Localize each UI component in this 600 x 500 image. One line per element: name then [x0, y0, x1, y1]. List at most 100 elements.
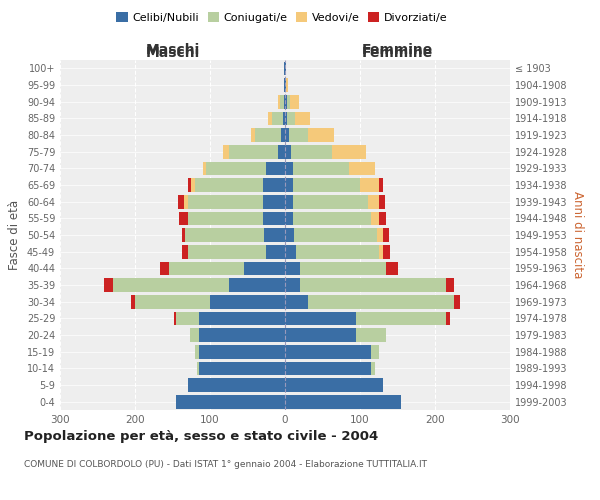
- Bar: [308, 128, 334, 142]
- Bar: [285, 78, 286, 92]
- Bar: [291, 145, 332, 158]
- Text: Femmine: Femmine: [362, 42, 433, 56]
- Bar: [190, 328, 199, 342]
- Bar: [255, 128, 281, 142]
- Bar: [197, 362, 199, 375]
- Bar: [281, 128, 285, 142]
- Bar: [176, 312, 199, 325]
- Bar: [178, 195, 184, 208]
- Bar: [187, 212, 263, 225]
- Bar: [285, 295, 308, 308]
- Bar: [379, 245, 383, 258]
- Bar: [287, 112, 295, 125]
- Bar: [284, 62, 285, 75]
- Bar: [285, 128, 289, 142]
- Bar: [294, 228, 377, 242]
- Bar: [263, 195, 285, 208]
- Bar: [367, 195, 379, 208]
- Bar: [356, 328, 386, 342]
- Bar: [379, 212, 386, 225]
- Bar: [187, 178, 191, 192]
- Bar: [280, 95, 284, 108]
- Bar: [199, 312, 285, 325]
- Bar: [266, 162, 285, 175]
- Bar: [169, 262, 244, 275]
- Bar: [210, 295, 285, 308]
- Bar: [349, 162, 375, 175]
- Text: Maschi: Maschi: [145, 42, 200, 56]
- Bar: [300, 262, 386, 275]
- Bar: [285, 245, 296, 258]
- Legend: Celibi/Nubili, Coniugati/e, Vedovi/e, Divorziati/e: Celibi/Nubili, Coniugati/e, Vedovi/e, Di…: [112, 8, 452, 28]
- Bar: [285, 162, 293, 175]
- Bar: [285, 212, 293, 225]
- Bar: [285, 95, 287, 108]
- Bar: [285, 278, 300, 292]
- Bar: [293, 195, 367, 208]
- Bar: [104, 278, 113, 292]
- Bar: [160, 262, 169, 275]
- Bar: [285, 312, 356, 325]
- Bar: [285, 262, 300, 275]
- Bar: [199, 345, 285, 358]
- Bar: [285, 228, 294, 242]
- Bar: [379, 195, 385, 208]
- Bar: [131, 295, 135, 308]
- Bar: [289, 128, 308, 142]
- Bar: [285, 378, 383, 392]
- Bar: [185, 228, 264, 242]
- Bar: [300, 278, 446, 292]
- Bar: [229, 278, 285, 292]
- Bar: [278, 95, 280, 108]
- Bar: [386, 262, 398, 275]
- Bar: [195, 345, 199, 358]
- Bar: [263, 178, 285, 192]
- Bar: [371, 362, 375, 375]
- Bar: [184, 195, 187, 208]
- Bar: [182, 228, 185, 242]
- Bar: [284, 78, 285, 92]
- Bar: [377, 228, 383, 242]
- Bar: [266, 245, 285, 258]
- Bar: [383, 245, 390, 258]
- Y-axis label: Anni di nascita: Anni di nascita: [571, 192, 584, 278]
- Bar: [271, 112, 283, 125]
- Bar: [371, 345, 379, 358]
- Bar: [182, 245, 187, 258]
- Bar: [360, 178, 379, 192]
- Bar: [446, 312, 450, 325]
- Text: Femmine: Femmine: [362, 46, 433, 60]
- Bar: [290, 95, 299, 108]
- Y-axis label: Fasce di età: Fasce di età: [8, 200, 21, 270]
- Bar: [277, 145, 285, 158]
- Bar: [251, 128, 255, 142]
- Bar: [223, 145, 229, 158]
- Bar: [285, 178, 293, 192]
- Bar: [191, 178, 195, 192]
- Bar: [383, 228, 389, 242]
- Text: Maschi: Maschi: [145, 46, 200, 60]
- Bar: [446, 278, 454, 292]
- Bar: [203, 162, 206, 175]
- Bar: [293, 212, 371, 225]
- Bar: [283, 112, 285, 125]
- Bar: [187, 245, 266, 258]
- Bar: [268, 112, 271, 125]
- Bar: [356, 312, 446, 325]
- Bar: [295, 112, 310, 125]
- Bar: [285, 145, 291, 158]
- Bar: [199, 328, 285, 342]
- Bar: [187, 378, 285, 392]
- Bar: [286, 78, 288, 92]
- Bar: [454, 295, 460, 308]
- Bar: [263, 212, 285, 225]
- Bar: [332, 145, 366, 158]
- Bar: [379, 178, 383, 192]
- Bar: [176, 395, 285, 408]
- Bar: [285, 395, 401, 408]
- Bar: [296, 245, 379, 258]
- Bar: [179, 212, 187, 225]
- Bar: [264, 228, 285, 242]
- Bar: [244, 262, 285, 275]
- Bar: [293, 178, 360, 192]
